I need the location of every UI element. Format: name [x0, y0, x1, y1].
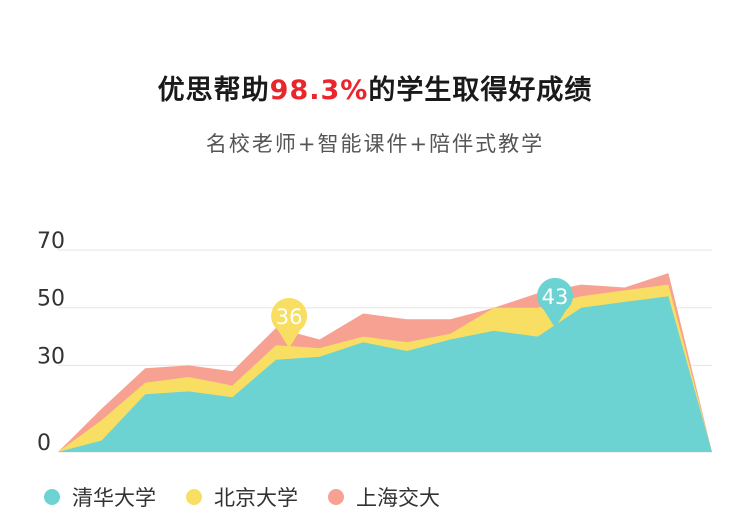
page-subtitle: 名校老师+智能课件+陪伴式教学 — [205, 132, 545, 156]
chart-legend: 清华大学 北京大学 上海交大 — [44, 482, 470, 512]
y-tick-label-0: 0 — [37, 431, 51, 456]
marker-pin-43: 43 — [537, 277, 574, 328]
legend-item-qinghua: 清华大学 — [44, 482, 156, 512]
legend-dot-jiaoda — [328, 489, 344, 505]
legend-dot-qinghua — [44, 489, 60, 505]
marker-pin-shape-36 — [271, 298, 308, 349]
legend-dot-beijing — [186, 489, 202, 505]
legend-item-beijing: 北京大学 — [186, 482, 298, 512]
legend-item-jiaoda: 上海交大 — [328, 482, 440, 512]
title-prefix: 优思帮助 — [157, 75, 270, 106]
marker-pin-shape-43 — [537, 277, 574, 328]
marker-pin-36: 36 — [271, 298, 308, 349]
marker-label-36: 36 — [276, 305, 303, 329]
legend-label-qinghua: 清华大学 — [72, 486, 156, 510]
y-tick-label-50: 50 — [37, 287, 65, 312]
legend-label-jiaoda: 上海交大 — [356, 486, 440, 510]
y-tick-label-70: 70 — [37, 229, 65, 254]
area-series-qinghua — [58, 296, 712, 452]
legend-label-beijing: 北京大学 — [214, 486, 298, 510]
title-suffix: 的学生取得好成绩 — [368, 75, 593, 106]
y-tick-label-30: 30 — [37, 344, 65, 369]
title-highlight: 98.3% — [269, 75, 369, 106]
marker-label-43: 43 — [542, 285, 569, 309]
page-title: 优思帮助98.3%的学生取得好成绩 — [0, 68, 750, 107]
